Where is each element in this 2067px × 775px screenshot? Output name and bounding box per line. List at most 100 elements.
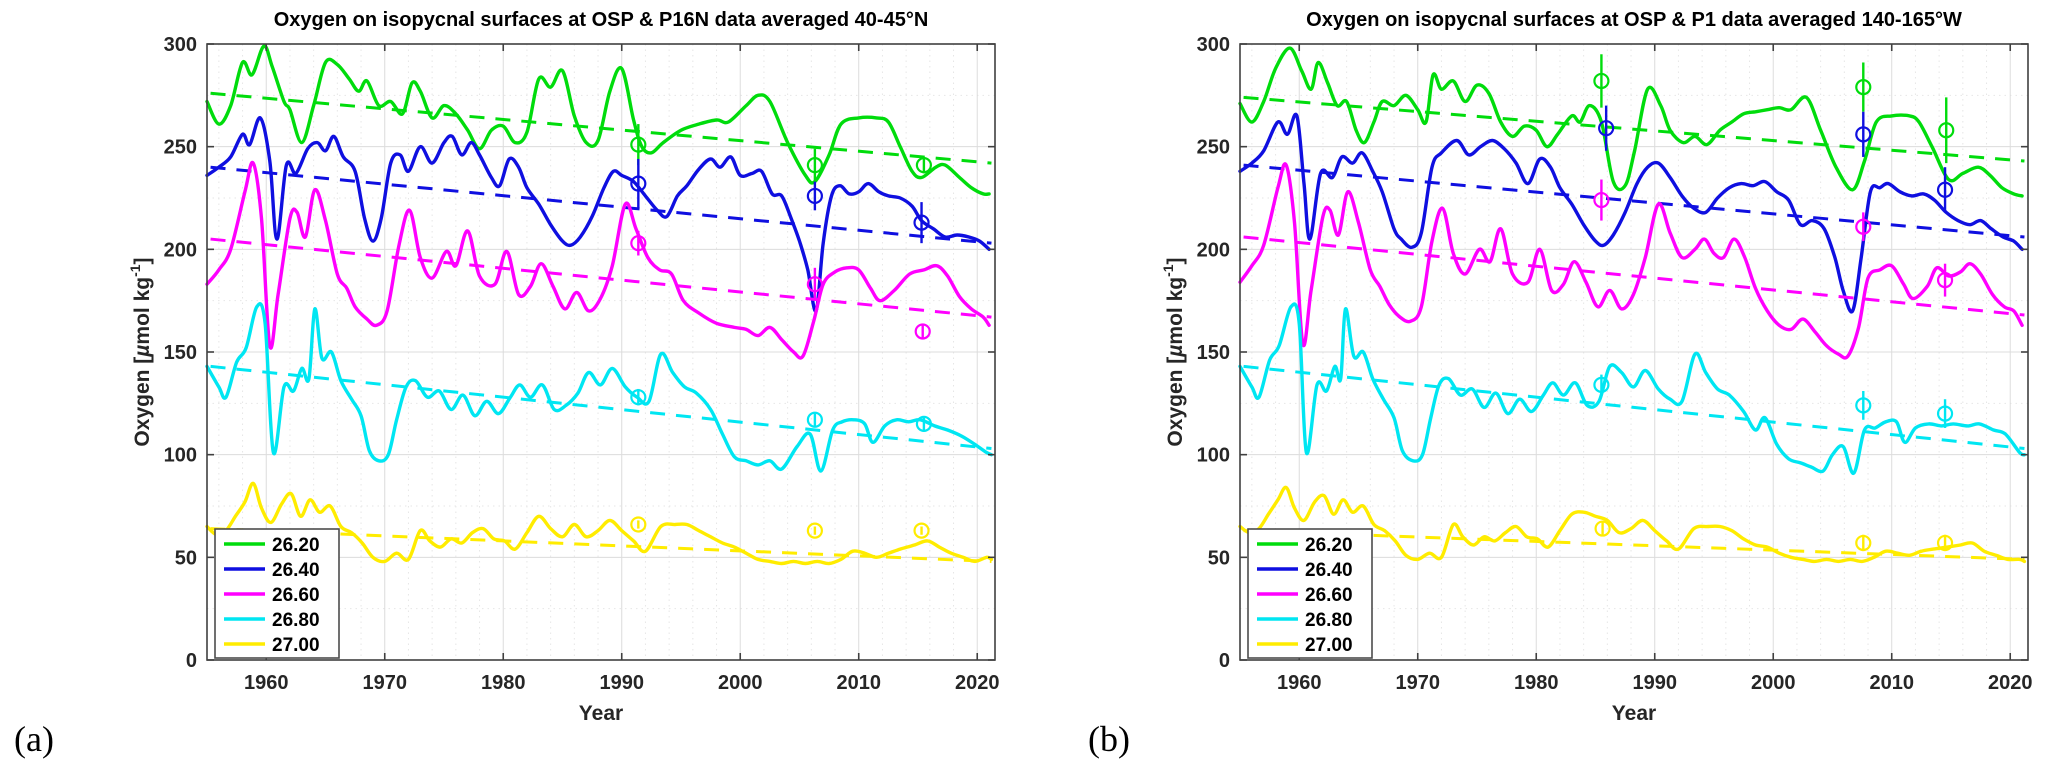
data-marker-26.80 [1593,376,1610,393]
y-tick-label: 150 [1197,342,1230,364]
data-marker-26.40 [1936,181,1954,198]
data-marker-26.60 [914,323,931,340]
legend-label-26.60: 26.60 [1305,585,1353,606]
y-tick-label: 200 [164,239,197,261]
subfigure-label-b: (b) [1088,719,1130,759]
legend-label-26.20: 26.20 [1305,535,1353,556]
legend-label-26.80: 26.80 [1305,610,1353,631]
x-tick-label: 1980 [1514,672,1559,694]
legend-label-26.80: 26.80 [272,610,320,631]
trend-line-26.20 [1243,95,2025,163]
data-marker-26.80 [630,389,647,406]
series-line-26.20 [205,44,991,197]
data-marker-27.00 [913,522,930,539]
x-axis-label: Year [579,702,623,725]
data-marker-26.20 [1855,79,1872,96]
legend-label-26.20: 26.20 [272,535,320,556]
oxygen-chart-a: 1960 1970 1980 1990 2000 2010 2020 0 50 100 150 200… [127,9,999,725]
trend-line-26.40 [210,165,992,245]
subfigure-label-a: (a) [14,719,54,759]
legend-label-26.60: 26.60 [272,585,320,606]
y-tick-label: 250 [164,137,197,159]
y-tick-label: 150 [164,342,197,364]
series-line-27.00 [1238,485,2027,564]
y-tick-label: 100 [164,445,197,467]
trend-line-26.60 [1243,235,2025,317]
y-axis-label: Oxygen [µmol kg-1] [1160,257,1187,446]
data-marker-26.20 [806,157,823,174]
data-marker-27.00 [630,516,647,533]
data-marker-26.40 [1598,120,1615,137]
series-line-26.80 [205,302,994,473]
data-marker-26.40 [913,214,930,231]
series-line-26.40 [205,116,991,313]
y-tick-label: 300 [1197,34,1230,56]
x-tick-label: 2010 [1869,672,1914,694]
y-tick-label: 100 [1197,445,1230,467]
data-marker-26.40 [630,175,647,192]
data-marker-26.20 [630,136,647,153]
data-marker-26.20 [1938,122,1955,139]
data-marker-26.60 [1593,191,1610,209]
data-marker-26.60 [630,235,647,252]
data-marker-26.60 [1936,272,1954,289]
y-tick-label: 0 [1219,650,1230,672]
legend-label-27.00: 27.00 [272,635,320,656]
y-axis-label: Oxygen [µmol kg-1] [127,257,154,446]
data-marker-26.60 [806,276,823,293]
series-line-26.20 [1238,46,2024,198]
y-tick-label: 50 [1208,547,1230,569]
y-tick-label: 200 [1197,239,1230,261]
data-marker-27.00 [1594,520,1611,537]
x-tick-label: 1990 [599,672,644,694]
trend-line-26.20 [210,91,992,165]
data-marker-26.80 [915,415,933,432]
legend-label-27.00: 27.00 [1305,635,1353,656]
y-tick-label: 300 [164,34,197,56]
trend-line-26.80 [210,364,992,450]
trend-line-26.80 [1243,364,2025,450]
x-tick-label: 1970 [1395,672,1440,694]
legend-label-26.40: 26.40 [272,560,320,581]
data-marker-26.40 [1855,126,1872,143]
x-tick-label: 2000 [718,672,763,694]
y-tick-label: 50 [175,547,197,569]
series-line-26.80 [1238,302,2027,475]
data-marker-27.00 [1855,534,1872,552]
x-axis-label: Year [1612,702,1656,725]
x-tick-label: 2020 [1988,672,2033,694]
data-marker-26.80 [1936,405,1954,422]
y-tick-label: 0 [186,650,197,672]
chart-title: Oxygen on isopycnal surfaces at OSP & P1… [274,9,929,31]
x-tick-label: 1980 [481,672,526,694]
legend: 26.20 26.40 26.60 26.80 27.00 [1247,528,1373,659]
data-marker-26.80 [1855,397,1872,414]
series-line-26.60 [1238,162,2024,360]
x-tick-label: 1990 [1632,672,1677,694]
series-line-26.40 [1238,112,2024,314]
y-tick-label: 250 [1197,137,1230,159]
x-tick-label: 2000 [1751,672,1796,694]
data-marker-26.20 [1593,72,1610,90]
trend-line-26.60 [210,237,992,319]
data-marker-26.20 [915,157,933,174]
trend-line-26.40 [1243,163,2025,239]
x-tick-label: 1960 [1277,672,1322,694]
oxygen-chart-b: 1960 1970 1980 1990 2000 2010 2020 0 50 100 150 200… [1160,9,2033,725]
data-marker-27.00 [1936,534,1954,552]
legend: 26.20 26.40 26.60 26.80 27.00 [214,528,340,659]
chart-title: Oxygen on isopycnal surfaces at OSP & P1… [1306,9,1962,31]
series-line-27.00 [205,481,994,566]
trend-line-27.00 [1243,529,2025,561]
legend-label-26.40: 26.40 [1305,560,1353,581]
data-marker-27.00 [806,522,823,539]
x-tick-label: 1970 [362,672,407,694]
data-marker-26.60 [1855,218,1872,235]
x-tick-label: 1960 [244,672,289,694]
chart-panel-a: 1960 1970 1980 1990 2000 2010 2020 0 50 100 150 200… [127,9,999,725]
series-line-26.60 [205,160,991,360]
trend-line-27.00 [210,527,992,563]
chart-panel-b: 1960 1970 1980 1990 2000 2010 2020 0 50 100 150 200… [1033,0,2067,775]
data-marker-26.80 [806,411,823,428]
data-marker-26.40 [806,187,823,205]
